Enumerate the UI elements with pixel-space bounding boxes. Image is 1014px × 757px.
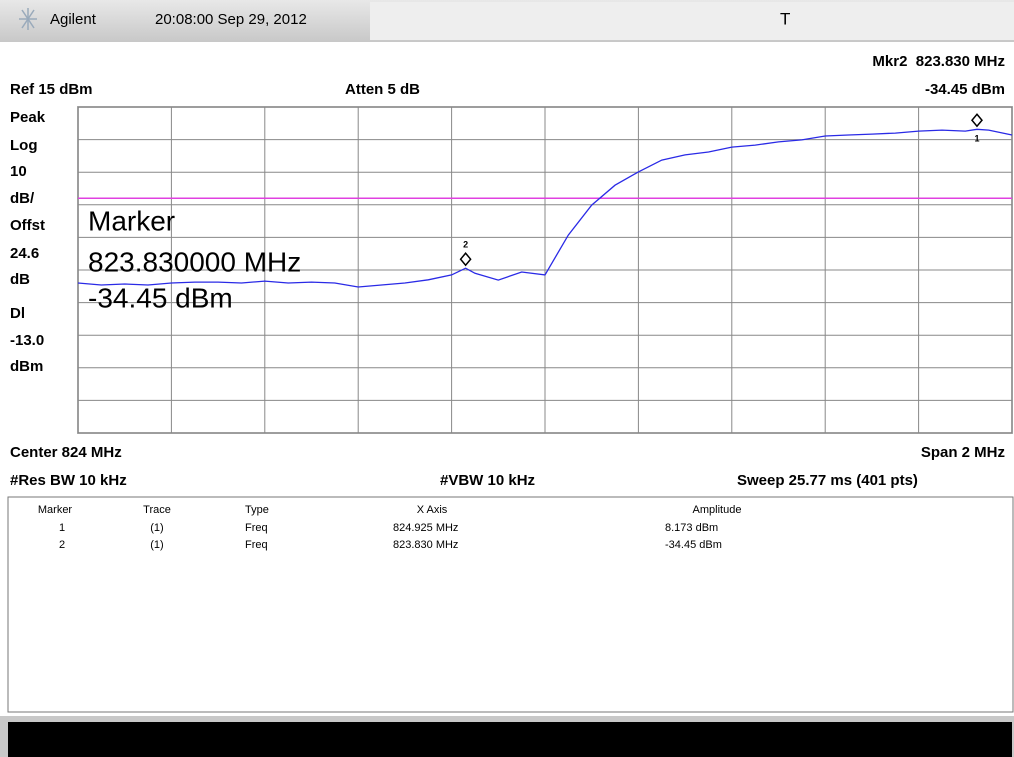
vbw: #VBW 10 kHz [440, 472, 535, 489]
marker-diamond [459, 252, 472, 267]
side-label: 10 [10, 163, 27, 180]
rbw: #Res BW 10 kHz [10, 472, 127, 489]
marker-overlay: Marker [88, 205, 175, 236]
table-header: X Axis [417, 504, 448, 516]
marker-freq: Mkr2 823.830 MHz [872, 53, 1005, 70]
side-label: dB [10, 271, 30, 288]
marker-table [7, 496, 1014, 713]
title-bar-right [370, 2, 1014, 40]
marker-overlay: -34.45 dBm [88, 282, 233, 313]
trace [77, 128, 1013, 288]
sweep: Sweep 25.77 ms (401 pts) [737, 472, 918, 489]
table-header: Type [245, 504, 269, 516]
center-freq: Center 824 MHz [10, 444, 122, 461]
side-label: Peak [10, 109, 46, 126]
marker-amp: -34.45 dBm [925, 81, 1005, 98]
brand: Agilent [50, 11, 97, 28]
table-cell: (1) [150, 539, 163, 551]
marker-overlay: 823.830000 MHz [88, 246, 301, 277]
marker-number: 2 [463, 240, 468, 250]
side-label: Log [10, 137, 38, 154]
display-line-label: -13.0 [10, 332, 44, 349]
side-label: Offst [10, 217, 45, 234]
table-cell: 1 [59, 522, 65, 534]
span: Span 2 MHz [921, 444, 1005, 461]
logo [19, 8, 37, 30]
table-header: Amplitude [693, 504, 742, 516]
marker-number: 1 [974, 134, 979, 144]
table-cell: 2 [59, 539, 65, 551]
table-cell: -34.45 dBm [665, 539, 722, 551]
table-cell: Freq [245, 522, 268, 534]
table-cell: (1) [150, 522, 163, 534]
table-cell: 824.925 MHz [393, 522, 458, 534]
table-header: Trace [143, 504, 171, 516]
marker-diamond [970, 113, 983, 128]
side-label: 24.6 [10, 245, 39, 262]
side-label: dBm [10, 358, 43, 375]
table-header: Marker [38, 504, 73, 516]
table-cell: Freq [245, 539, 268, 551]
trigger: T [780, 9, 790, 28]
status-bar [8, 722, 1012, 757]
table-cell: 823.830 MHz [393, 539, 458, 551]
side-label: dB/ [10, 190, 35, 207]
table-cell: 8.173 dBm [665, 522, 718, 534]
timestamp: 20:08:00 Sep 29, 2012 [155, 11, 307, 28]
ref-level: Ref 15 dBm [10, 81, 93, 98]
side-label: Dl [10, 305, 25, 322]
attenuation: Atten 5 dB [345, 81, 420, 98]
